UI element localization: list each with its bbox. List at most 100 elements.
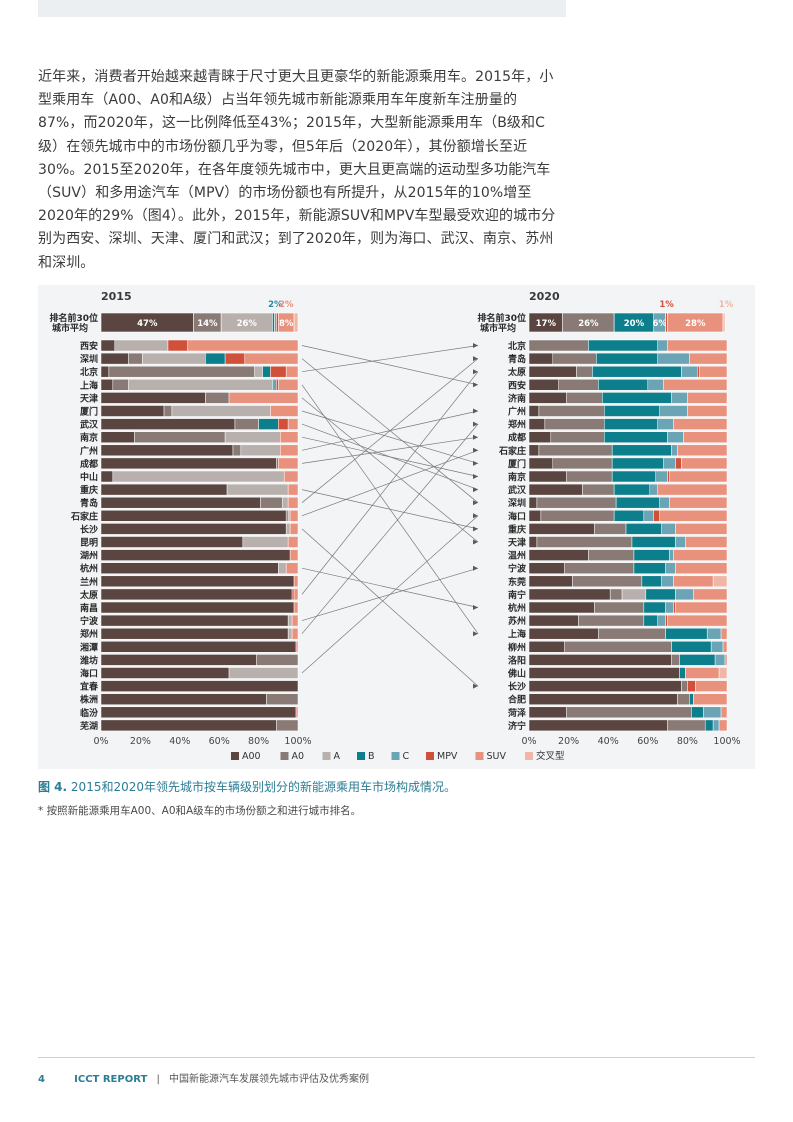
bar-segment-C <box>702 706 722 719</box>
x-tick-label: 80% <box>677 736 698 747</box>
bar-segment-SUV <box>283 470 299 483</box>
bar-segment-A00 <box>100 641 297 653</box>
city-label: 深圳 <box>80 353 98 365</box>
bar-segment-A00 <box>528 575 573 588</box>
city-label: 株洲 <box>80 694 98 706</box>
city-label: 西安 <box>508 379 526 391</box>
bar-segment-A0 <box>112 379 129 391</box>
avg-top-label-MPV: 1% <box>659 300 674 310</box>
connector-arrowhead <box>473 631 478 637</box>
bar-segment-SUV <box>285 365 299 378</box>
bar-segment-A00 <box>100 457 277 470</box>
bar-segment-MPV <box>673 601 676 614</box>
bar-segment-B <box>679 654 716 666</box>
bar-segment-A <box>285 523 291 535</box>
city-label: 青岛 <box>508 353 526 365</box>
bar-segment-C <box>681 365 698 378</box>
bar-segment-A00 <box>528 588 611 601</box>
bar-segment-C <box>657 339 668 352</box>
x-tick-label: 0% <box>93 736 108 747</box>
city-label: 广州 <box>80 445 98 457</box>
avg-segment-交叉型 <box>722 312 726 333</box>
bar-segment-B <box>691 706 704 719</box>
bar-segment-A <box>254 365 263 378</box>
bar-segment-A00 <box>100 654 257 666</box>
bar-segment-A00 <box>100 693 267 705</box>
city-label: 海口 <box>80 668 98 680</box>
bar-segment-A00 <box>528 352 554 365</box>
bar-segment-A00 <box>100 470 114 483</box>
bar-segment-A00 <box>528 379 559 391</box>
legend-label-A: A <box>334 751 341 762</box>
avg-label-line1: 排名前30位 <box>49 312 98 324</box>
bar-segment-A <box>281 496 289 509</box>
bar-segment-A0 <box>163 405 173 417</box>
bar-segment-SUV <box>295 641 299 653</box>
connector-arrowhead <box>473 683 478 689</box>
bar-segment-MPV <box>697 365 700 378</box>
city-label: 太原 <box>507 366 526 378</box>
bar-segment-A0 <box>205 392 230 404</box>
city-label: 重庆 <box>508 523 526 535</box>
page-footer: 4 ICCT REPORT | 中国新能源汽车发展领先城市评估及优秀案例 <box>38 1070 369 1085</box>
bar-segment-B <box>643 614 658 627</box>
bar-segment-A0 <box>234 418 259 430</box>
bar-segment-B <box>704 719 714 732</box>
bar-segment-SUV <box>722 641 728 653</box>
bar-segment-B <box>679 667 686 679</box>
bar-segment-A <box>112 470 285 483</box>
connector-line <box>301 358 479 503</box>
bar-segment-A <box>287 510 291 522</box>
bar-segment-A0 <box>594 523 627 535</box>
bar-segment-A00 <box>100 510 287 522</box>
bar-segment-SUV <box>287 496 299 509</box>
bar-segment-C <box>657 418 674 430</box>
avg-top-label-交叉型: 1% <box>719 300 734 310</box>
city-label: 南京 <box>80 432 98 444</box>
bar-segment-A0 <box>588 549 635 561</box>
avg-label-A0: 26% <box>578 319 599 329</box>
bar-segment-A0 <box>677 693 690 705</box>
bar-segment-SUV <box>293 588 299 601</box>
bar-segment-MPV <box>270 365 287 378</box>
bar-segment-A00 <box>528 392 567 404</box>
bar-segment-A0 <box>566 392 603 404</box>
bar-segment-A00 <box>528 719 668 732</box>
avg-label-line2: 城市平均 <box>52 322 88 334</box>
bar-segment-SUV <box>278 379 299 391</box>
bar-segment-SUV <box>293 575 299 588</box>
city-label: 洛阳 <box>508 654 526 666</box>
bar-segment-A00 <box>100 667 230 679</box>
bar-segment-A0 <box>609 588 623 601</box>
city-label: 杭州 <box>80 563 98 575</box>
city-label: 北京 <box>508 340 526 352</box>
city-label: 上海 <box>508 628 526 640</box>
bar-segment-A00 <box>528 536 538 548</box>
bar-segment-C <box>712 719 720 732</box>
bar-segment-B <box>258 418 279 430</box>
bar-segment-A <box>287 627 293 640</box>
bar-segment-MPV <box>675 457 682 470</box>
bar-segment-A0 <box>572 575 643 588</box>
bar-segment-MPV <box>667 470 670 483</box>
bar-segment-SUV <box>675 601 728 614</box>
bar-segment-A0 <box>552 457 613 470</box>
bar-segment-A <box>287 614 293 627</box>
city-label: 武汉 <box>80 419 99 431</box>
city-label: 佛山 <box>507 668 526 680</box>
connector-arrowhead <box>473 460 478 466</box>
bar-segment-A <box>128 379 273 391</box>
city-label: 合肥 <box>508 694 526 706</box>
bar-segment-MPV <box>665 614 668 627</box>
bar-segment-C <box>663 457 676 470</box>
bar-segment-A00 <box>100 523 287 535</box>
city-label: 厦门 <box>508 458 526 470</box>
bar-segment-SUV <box>287 483 299 496</box>
bar-segment-A00 <box>528 641 565 653</box>
bar-segment-A00 <box>100 339 116 352</box>
avg-label-C: 6% <box>652 319 667 329</box>
bar-segment-A <box>621 588 647 601</box>
bar-segment-A <box>142 352 206 365</box>
avg-label-A00: 47% <box>137 319 158 329</box>
